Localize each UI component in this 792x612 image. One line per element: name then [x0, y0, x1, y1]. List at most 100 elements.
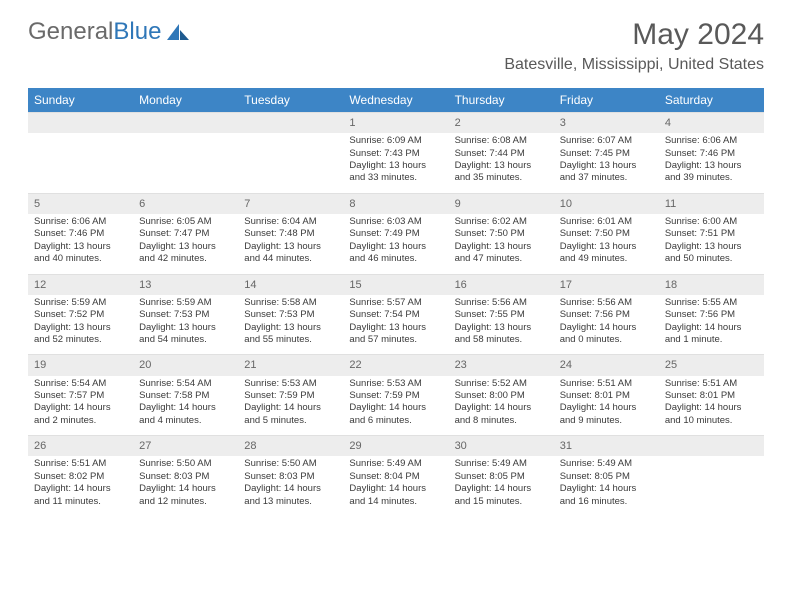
sunset-line: Sunset: 8:02 PM	[34, 471, 127, 483]
sunset-line: Sunset: 7:49 PM	[349, 228, 442, 240]
daylight-line-1: Daylight: 13 hours	[560, 160, 653, 172]
sunrise-line: Sunrise: 5:56 AM	[455, 297, 548, 309]
sunset-line: Sunset: 7:56 PM	[665, 309, 758, 321]
day-cell	[238, 133, 343, 193]
daylight-line-2: and 39 minutes.	[665, 172, 758, 184]
day-cell: Sunrise: 6:07 AMSunset: 7:45 PMDaylight:…	[554, 133, 659, 193]
daylight-line-1: Daylight: 13 hours	[349, 322, 442, 334]
sunset-line: Sunset: 7:46 PM	[34, 228, 127, 240]
weekday-header: Friday	[554, 88, 659, 113]
day-cell: Sunrise: 6:03 AMSunset: 7:49 PMDaylight:…	[343, 214, 448, 274]
daylight-line-1: Daylight: 14 hours	[455, 402, 548, 414]
day-cell: Sunrise: 5:56 AMSunset: 7:55 PMDaylight:…	[449, 295, 554, 355]
day-number: 1	[343, 113, 448, 134]
day-cell: Sunrise: 6:04 AMSunset: 7:48 PMDaylight:…	[238, 214, 343, 274]
weekday-header: Thursday	[449, 88, 554, 113]
day-number: 29	[343, 436, 448, 457]
weekday-header: Tuesday	[238, 88, 343, 113]
day-number: 21	[238, 355, 343, 376]
sunset-line: Sunset: 7:50 PM	[560, 228, 653, 240]
day-number-row: 12131415161718	[28, 274, 764, 295]
daylight-line-2: and 37 minutes.	[560, 172, 653, 184]
sunrise-line: Sunrise: 5:50 AM	[244, 458, 337, 470]
daylight-line-2: and 33 minutes.	[349, 172, 442, 184]
daylight-line-2: and 2 minutes.	[34, 415, 127, 427]
daylight-line-1: Daylight: 14 hours	[560, 483, 653, 495]
day-number: 15	[343, 274, 448, 295]
sunset-line: Sunset: 7:53 PM	[139, 309, 232, 321]
day-cell: Sunrise: 5:51 AMSunset: 8:01 PMDaylight:…	[554, 376, 659, 436]
day-cell: Sunrise: 5:50 AMSunset: 8:03 PMDaylight:…	[133, 456, 238, 516]
day-number: 12	[28, 274, 133, 295]
day-data-row: Sunrise: 5:54 AMSunset: 7:57 PMDaylight:…	[28, 376, 764, 436]
sunset-line: Sunset: 8:01 PM	[560, 390, 653, 402]
day-cell: Sunrise: 6:06 AMSunset: 7:46 PMDaylight:…	[659, 133, 764, 193]
sunrise-line: Sunrise: 5:58 AM	[244, 297, 337, 309]
sunset-line: Sunset: 7:48 PM	[244, 228, 337, 240]
day-number: 14	[238, 274, 343, 295]
sunset-line: Sunset: 8:05 PM	[455, 471, 548, 483]
sunrise-line: Sunrise: 5:54 AM	[139, 378, 232, 390]
sunset-line: Sunset: 7:57 PM	[34, 390, 127, 402]
daylight-line-2: and 42 minutes.	[139, 253, 232, 265]
day-cell: Sunrise: 5:51 AMSunset: 8:01 PMDaylight:…	[659, 376, 764, 436]
sunrise-line: Sunrise: 5:51 AM	[560, 378, 653, 390]
sunrise-line: Sunrise: 5:50 AM	[139, 458, 232, 470]
daylight-line-1: Daylight: 14 hours	[349, 402, 442, 414]
day-number	[238, 113, 343, 134]
daylight-line-1: Daylight: 14 hours	[244, 402, 337, 414]
day-number-row: 19202122232425	[28, 355, 764, 376]
sunrise-line: Sunrise: 6:02 AM	[455, 216, 548, 228]
day-number	[133, 113, 238, 134]
sunrise-line: Sunrise: 5:49 AM	[455, 458, 548, 470]
daylight-line-2: and 54 minutes.	[139, 334, 232, 346]
daylight-line-1: Daylight: 14 hours	[244, 483, 337, 495]
day-cell: Sunrise: 6:08 AMSunset: 7:44 PMDaylight:…	[449, 133, 554, 193]
sunrise-line: Sunrise: 6:01 AM	[560, 216, 653, 228]
daylight-line-2: and 40 minutes.	[34, 253, 127, 265]
day-cell: Sunrise: 5:53 AMSunset: 7:59 PMDaylight:…	[343, 376, 448, 436]
sunset-line: Sunset: 7:45 PM	[560, 148, 653, 160]
daylight-line-2: and 55 minutes.	[244, 334, 337, 346]
calendar-table: SundayMondayTuesdayWednesdayThursdayFrid…	[28, 88, 764, 516]
day-cell: Sunrise: 5:50 AMSunset: 8:03 PMDaylight:…	[238, 456, 343, 516]
sunrise-line: Sunrise: 6:04 AM	[244, 216, 337, 228]
sunset-line: Sunset: 7:55 PM	[455, 309, 548, 321]
day-number: 20	[133, 355, 238, 376]
day-cell: Sunrise: 5:49 AMSunset: 8:04 PMDaylight:…	[343, 456, 448, 516]
sunset-line: Sunset: 7:59 PM	[244, 390, 337, 402]
day-number: 6	[133, 193, 238, 214]
daylight-line-1: Daylight: 13 hours	[34, 241, 127, 253]
daylight-line-2: and 47 minutes.	[455, 253, 548, 265]
day-cell: Sunrise: 6:06 AMSunset: 7:46 PMDaylight:…	[28, 214, 133, 274]
day-number: 8	[343, 193, 448, 214]
day-number: 10	[554, 193, 659, 214]
daylight-line-1: Daylight: 14 hours	[560, 402, 653, 414]
sunrise-line: Sunrise: 6:03 AM	[349, 216, 442, 228]
daylight-line-1: Daylight: 13 hours	[665, 241, 758, 253]
day-number: 25	[659, 355, 764, 376]
day-number: 31	[554, 436, 659, 457]
day-data-row: Sunrise: 5:51 AMSunset: 8:02 PMDaylight:…	[28, 456, 764, 516]
daylight-line-1: Daylight: 14 hours	[665, 402, 758, 414]
day-number: 4	[659, 113, 764, 134]
day-data-row: Sunrise: 5:59 AMSunset: 7:52 PMDaylight:…	[28, 295, 764, 355]
sunset-line: Sunset: 7:59 PM	[349, 390, 442, 402]
day-cell: Sunrise: 5:54 AMSunset: 7:58 PMDaylight:…	[133, 376, 238, 436]
daylight-line-1: Daylight: 13 hours	[244, 322, 337, 334]
daylight-line-2: and 46 minutes.	[349, 253, 442, 265]
day-cell: Sunrise: 5:59 AMSunset: 7:52 PMDaylight:…	[28, 295, 133, 355]
daylight-line-1: Daylight: 13 hours	[349, 160, 442, 172]
daylight-line-1: Daylight: 14 hours	[34, 402, 127, 414]
daylight-line-1: Daylight: 13 hours	[455, 241, 548, 253]
logo-sail-icon	[165, 22, 191, 42]
sunset-line: Sunset: 8:00 PM	[455, 390, 548, 402]
daylight-line-1: Daylight: 13 hours	[244, 241, 337, 253]
sunrise-line: Sunrise: 5:55 AM	[665, 297, 758, 309]
day-cell: Sunrise: 5:56 AMSunset: 7:56 PMDaylight:…	[554, 295, 659, 355]
title-block: May 2024 Batesville, Mississippi, United…	[504, 18, 764, 74]
day-number-row: 567891011	[28, 193, 764, 214]
daylight-line-2: and 14 minutes.	[349, 496, 442, 508]
sunrise-line: Sunrise: 5:53 AM	[244, 378, 337, 390]
sunrise-line: Sunrise: 6:09 AM	[349, 135, 442, 147]
